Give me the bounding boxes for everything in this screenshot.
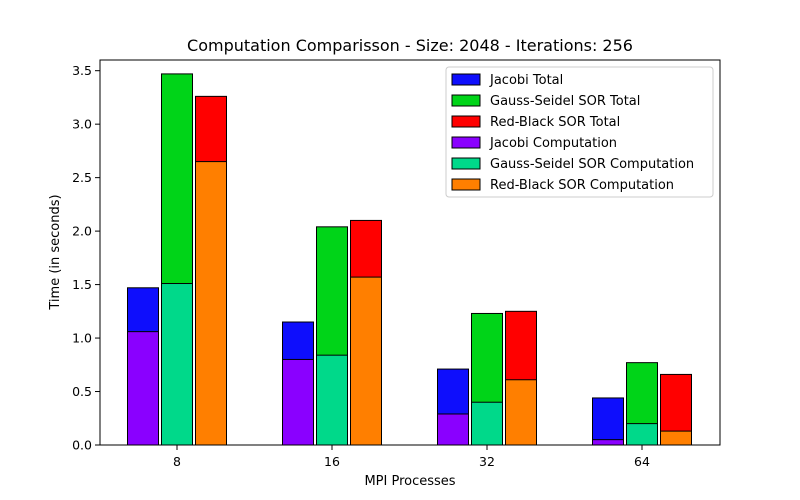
- x-tick-label: 64: [634, 454, 650, 469]
- legend-box: [445, 66, 714, 198]
- legend-swatch-gauss-seidel-sor-total: [451, 94, 481, 107]
- bar-gauss-seidel-sor-computation-16: [316, 354, 348, 446]
- bar-jacobi-computation-64: [592, 439, 624, 446]
- bar-red-black-sor-computation-32: [505, 379, 537, 446]
- legend-swatch-gauss-seidel-sor-computation: [451, 157, 481, 170]
- bar-jacobi-computation-8: [127, 331, 159, 446]
- y-tick-label: 3.0: [72, 117, 92, 132]
- y-tick-label: 1.0: [72, 331, 92, 346]
- bars-layer: [127, 73, 692, 446]
- legend-swatch-red-black-sor-computation: [451, 178, 481, 191]
- bar-gauss-seidel-sor-computation-32: [471, 401, 503, 446]
- bar-jacobi-computation-32: [437, 413, 469, 446]
- chart-title: Computation Comparisson - Size: 2048 - I…: [187, 36, 633, 55]
- bar-red-black-sor-computation-8: [195, 161, 227, 446]
- axes-frame: [99, 59, 721, 446]
- x-axis-label: MPI Processes: [364, 474, 455, 489]
- y-tick-label: 0.5: [72, 384, 92, 399]
- x-tick-label: 8: [173, 454, 181, 469]
- bar-gauss-seidel-sor-computation-64: [626, 423, 658, 446]
- legend-swatch-jacobi-computation: [451, 136, 481, 149]
- legend-swatch-red-black-sor-total: [451, 115, 481, 128]
- bar-red-black-sor-computation-16: [350, 276, 382, 446]
- legend-label-jacobi-computation: Jacobi Computation: [489, 136, 617, 151]
- legend: Jacobi Total Gauss-Seidel SOR Total Red-Bl…: [445, 66, 714, 198]
- y-tick-label: 1.5: [72, 277, 92, 292]
- bar-jacobi-total-64: [592, 397, 624, 446]
- bar-jacobi-computation-16: [282, 358, 314, 446]
- legend-label-red-black-sor-total: Red-Black SOR Total: [490, 115, 620, 130]
- x-axis: 8 16 32 64: [173, 445, 650, 469]
- y-tick-label: 2.0: [72, 224, 92, 239]
- bar-gauss-seidel-sor-computation-8: [161, 283, 193, 446]
- y-tick-label: 0.0: [72, 438, 92, 453]
- legend-label-jacobi-total: Jacobi Total: [489, 73, 563, 88]
- bar-red-black-sor-computation-64: [660, 430, 692, 446]
- y-tick-label: 3.5: [72, 63, 92, 78]
- y-axis: 0.0 0.5 1.0 1.5 2.0 2.5 3.0 3.5: [72, 63, 100, 453]
- legend-label-red-black-sor-computation: Red-Black SOR Computation: [490, 178, 674, 193]
- x-tick-label: 16: [324, 454, 340, 469]
- x-tick-label: 32: [479, 454, 495, 469]
- y-axis-label: Time (in seconds): [48, 194, 63, 310]
- y-tick-label: 2.5: [72, 170, 92, 185]
- legend-label-gauss-seidel-sor-total: Gauss-Seidel SOR Total: [490, 94, 640, 109]
- legend-swatch-jacobi-total: [451, 73, 481, 86]
- legend-label-gauss-seidel-sor-computation: Gauss-Seidel SOR Computation: [490, 157, 694, 172]
